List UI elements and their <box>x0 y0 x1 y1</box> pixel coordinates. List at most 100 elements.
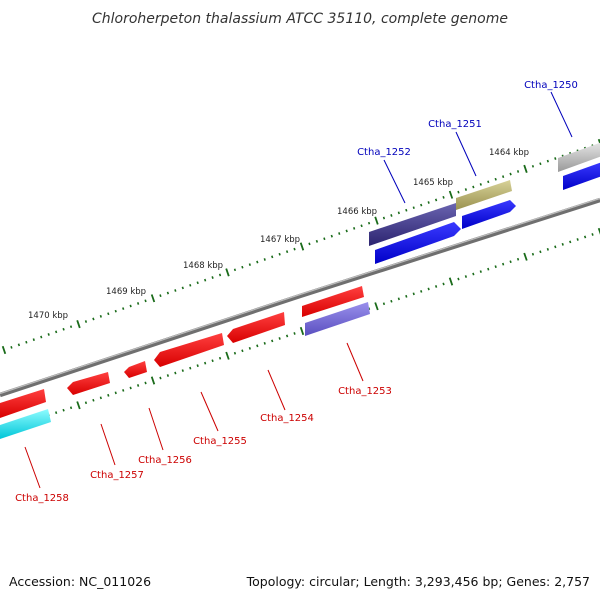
leader-lines <box>24 91 573 489</box>
outer-ruler-tick <box>516 170 520 173</box>
inner-ruler-tick <box>181 369 184 372</box>
inner-ruler-tick <box>218 356 222 360</box>
inner-ruler-tick <box>76 401 81 410</box>
gene-ctha-1257[interactable] <box>67 372 110 395</box>
gene-ctha-1258-lower[interactable] <box>0 409 51 439</box>
outer-ruler-tick <box>278 252 281 256</box>
inner-ruler-tick <box>263 341 266 345</box>
inner-ruler-tick <box>99 396 102 400</box>
inner-ruler <box>1 227 600 435</box>
inner-ruler-tick <box>256 344 259 348</box>
outer-ruler-tick <box>323 237 326 241</box>
outer-ruler-tick <box>263 258 266 261</box>
inner-ruler-tick <box>597 227 600 235</box>
gene-ctha-1258[interactable] <box>0 389 46 418</box>
inner-ruler-tick <box>159 376 162 380</box>
ruler-label-1464: 1464 kbp <box>489 148 529 158</box>
outer-ruler-tick <box>256 260 259 264</box>
inner-ruler-tick <box>464 275 468 278</box>
inner-ruler-tick <box>278 337 281 340</box>
inner-ruler-tick <box>434 285 438 288</box>
inner-ruler-tick <box>107 393 110 397</box>
inner-ruler-tick <box>448 277 454 286</box>
label-ctha-1257[interactable]: Ctha_1257 <box>90 470 144 481</box>
ruler-labels: 1464 kbp 1465 kbp 1466 kbp 1467 kbp 1468… <box>28 148 529 321</box>
gene-ctha-1255[interactable] <box>154 333 224 367</box>
gene-labels: Ctha_1250 Ctha_1251 Ctha_1252 Ctha_1253 … <box>15 80 578 504</box>
outer-ruler-tick <box>107 312 110 316</box>
outer-ruler-tick <box>233 268 237 272</box>
inner-ruler-tick <box>442 282 445 286</box>
leader-ctha-1250 <box>550 91 573 138</box>
gene-ctha-1250-lower[interactable] <box>563 162 600 190</box>
label-ctha-1252[interactable]: Ctha_1252 <box>357 147 411 158</box>
label-ctha-1251[interactable]: Ctha_1251 <box>428 119 482 130</box>
outer-ruler-tick <box>55 330 58 334</box>
leader-ctha-1255 <box>200 391 219 432</box>
outer-ruler-tick <box>122 307 125 310</box>
outer-ruler-tick <box>405 208 408 212</box>
leader-ctha-1256 <box>148 407 164 451</box>
gene-ctha-1252-lower[interactable] <box>375 222 461 264</box>
outer-ruler-tick <box>76 320 81 329</box>
inner-ruler-tick <box>241 349 244 353</box>
outer-ruler-tick <box>330 234 333 238</box>
outer-ruler-tick <box>523 164 528 173</box>
gene-ctha-1251[interactable] <box>456 180 512 210</box>
inner-ruler-tick <box>293 332 296 335</box>
outer-ruler-tick <box>315 239 319 243</box>
inner-ruler-tick <box>55 411 58 415</box>
ruler-label-1466: 1466 kbp <box>337 207 377 217</box>
outer-ruler-tick <box>427 201 430 204</box>
inner-ruler-tick <box>472 272 475 276</box>
label-ctha-1255[interactable]: Ctha_1255 <box>193 436 247 447</box>
outer-ruler-tick <box>360 224 363 228</box>
label-ctha-1258[interactable]: Ctha_1258 <box>15 493 69 504</box>
outer-ruler-tick <box>40 335 43 339</box>
outer-ruler-tick <box>166 291 170 295</box>
ruler-label-1465: 1465 kbp <box>413 178 453 188</box>
inner-ruler-tick <box>427 287 430 291</box>
inner-ruler-tick <box>174 371 177 375</box>
outer-ruler-tick <box>338 232 341 235</box>
outer-ruler-tick <box>218 273 222 277</box>
label-ctha-1256[interactable]: Ctha_1256 <box>138 455 192 466</box>
inner-ruler-tick <box>248 346 251 350</box>
outer-ruler <box>1 138 600 355</box>
inner-ruler-tick <box>569 240 572 244</box>
ruler-label-1470: 1470 kbp <box>28 311 68 321</box>
outer-ruler-tick <box>597 138 600 146</box>
inner-ruler-tick <box>412 292 415 296</box>
inner-ruler-tick <box>531 252 535 256</box>
label-ctha-1254[interactable]: Ctha_1254 <box>260 413 314 424</box>
outer-ruler-tick <box>554 157 557 160</box>
gene-ctha-1254[interactable] <box>227 312 285 343</box>
label-ctha-1253[interactable]: Ctha_1253 <box>338 386 392 397</box>
inner-ruler-tick <box>271 339 274 343</box>
label-ctha-1250[interactable]: Ctha_1250 <box>524 80 578 91</box>
outer-ruler-tick <box>25 340 28 344</box>
inner-ruler-tick <box>69 406 73 410</box>
gene-ctha-1250[interactable] <box>558 142 600 172</box>
gene-ctha-1253-lower[interactable] <box>305 302 370 336</box>
outer-ruler-tick <box>374 216 379 225</box>
outer-ruler-tick <box>382 216 386 220</box>
inner-ruler-tick <box>189 366 192 370</box>
inner-ruler-tick <box>539 250 542 254</box>
inner-ruler-tick <box>233 351 237 355</box>
outer-ruler-tick <box>479 183 482 186</box>
gene-ctha-1253[interactable] <box>302 286 364 317</box>
inner-ruler-tick <box>196 364 199 368</box>
outer-ruler-tick <box>353 227 356 230</box>
inner-ruler-tick <box>494 265 497 269</box>
outer-ruler-tick <box>397 211 400 215</box>
outer-ruler-tick <box>367 221 371 225</box>
gene-ctha-1252[interactable] <box>369 203 456 246</box>
gene-ctha-1251-lower[interactable] <box>462 200 516 229</box>
outer-ruler-tick <box>159 294 162 298</box>
outer-ruler-tick <box>241 265 244 269</box>
outer-ruler-tick <box>390 214 393 217</box>
outer-ruler-tick <box>457 190 460 194</box>
accession-text: Accession: NC_011026 <box>9 574 151 589</box>
gene-ctha-1256[interactable] <box>124 361 147 378</box>
